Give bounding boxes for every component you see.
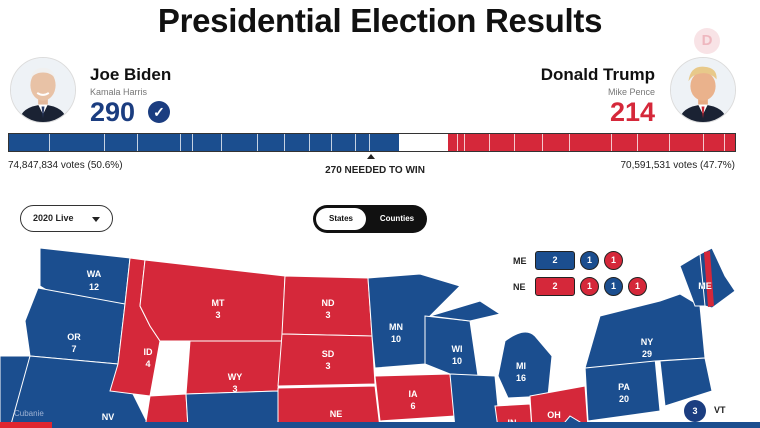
- state-ny[interactable]: [584, 293, 706, 369]
- label-ne: NE: [330, 409, 343, 419]
- split-label-ne: NE: [513, 282, 526, 292]
- chevron-down-icon: [92, 217, 100, 222]
- label-mi: MI: [516, 361, 526, 371]
- election-map[interactable]: WA 12 OR 7 ID 4 MT 3 WY 3 ND 3 SD 3 NE N…: [0, 246, 760, 428]
- biden-name: Joe Biden: [90, 65, 172, 84]
- biden-bar-segment: [9, 134, 399, 151]
- biden-popular-votes: 74,847,834 votes (50.6%): [8, 160, 123, 171]
- toggle-states[interactable]: States: [316, 208, 366, 230]
- ne-district-1[interactable]: 1: [580, 277, 599, 296]
- year-select[interactable]: 2020 Live: [20, 205, 113, 232]
- label-or: OR: [67, 332, 81, 342]
- year-select-value: 2020 Live: [33, 213, 74, 223]
- trump-name: Donald Trump: [540, 65, 655, 84]
- state-me-district-2: [704, 251, 714, 307]
- label-id-ev: 4: [145, 359, 150, 369]
- threshold-label: 270 NEEDED TO WIN: [325, 165, 425, 176]
- label-wa-ev: 12: [89, 282, 99, 292]
- split-label-me: ME: [513, 256, 527, 266]
- label-or-ev: 7: [71, 344, 76, 354]
- biden-avatar: [10, 57, 76, 123]
- label-nd-ev: 3: [325, 310, 330, 320]
- label-pa: PA: [618, 382, 630, 392]
- me-statewide[interactable]: 2: [535, 251, 575, 270]
- ne-district-3[interactable]: 1: [628, 277, 647, 296]
- label-oh: OH: [547, 410, 561, 420]
- label-mt: MT: [212, 298, 225, 308]
- map-watermark: Cubanie: [14, 409, 44, 418]
- label-sd-ev: 3: [325, 361, 330, 371]
- vt-label: VT: [714, 405, 726, 415]
- label-nv: NV: [102, 412, 115, 422]
- label-mt-ev: 3: [215, 310, 220, 320]
- trump-bar-segment: [448, 134, 735, 151]
- label-wi: WI: [452, 344, 463, 354]
- label-wa: WA: [87, 269, 102, 279]
- page-title: Presidential Election Results: [157, 2, 603, 39]
- toggle-counties[interactable]: Counties: [379, 214, 415, 223]
- biden-running-mate: Kamala Harris: [90, 87, 148, 97]
- me-district-2[interactable]: 1: [604, 251, 623, 270]
- trump-electoral-votes: 214: [609, 97, 655, 127]
- state-mi-up[interactable]: [429, 300, 502, 322]
- state-ut[interactable]: [144, 393, 189, 428]
- label-ia: IA: [409, 389, 419, 399]
- ne-district-2[interactable]: 1: [604, 277, 623, 296]
- label-sd: SD: [322, 349, 335, 359]
- me-district-1[interactable]: 1: [580, 251, 599, 270]
- label-mn-ev: 10: [391, 334, 401, 344]
- label-ny: NY: [641, 337, 654, 347]
- label-mi-ev: 16: [516, 373, 526, 383]
- label-wi-ev: 10: [452, 356, 462, 366]
- label-me: ME: [698, 281, 712, 291]
- view-toggle[interactable]: States Counties: [313, 205, 427, 233]
- biden-electoral-votes: 290: [90, 97, 136, 127]
- ne-statewide[interactable]: 2: [535, 277, 575, 296]
- state-nj[interactable]: [659, 357, 713, 407]
- vt-electoral-dot[interactable]: 3: [684, 400, 706, 422]
- bottom-strip: [0, 422, 760, 428]
- state-co[interactable]: [185, 390, 279, 428]
- winner-check-icon: ✓: [148, 101, 170, 123]
- label-pa-ev: 20: [619, 394, 629, 404]
- label-id: ID: [144, 347, 154, 357]
- state-il[interactable]: [449, 373, 501, 428]
- label-wy-ev: 3: [232, 384, 237, 394]
- electoral-vote-bar: [8, 133, 736, 152]
- state-ca[interactable]: [0, 355, 31, 428]
- state-oh[interactable]: [529, 385, 589, 428]
- trump-avatar: [670, 57, 736, 123]
- label-wy: WY: [228, 372, 243, 382]
- state-sd[interactable]: [277, 333, 376, 387]
- label-nd: ND: [322, 298, 335, 308]
- label-mn: MN: [389, 322, 403, 332]
- label-ny-ev: 29: [642, 349, 652, 359]
- threshold-marker-icon: [367, 154, 375, 159]
- brand-logo: D: [694, 28, 720, 54]
- trump-popular-votes: 70,591,531 votes (47.7%): [620, 160, 735, 171]
- state-mi[interactable]: [497, 331, 553, 399]
- label-ia-ev: 6: [410, 401, 415, 411]
- trump-running-mate: Mike Pence: [607, 87, 655, 97]
